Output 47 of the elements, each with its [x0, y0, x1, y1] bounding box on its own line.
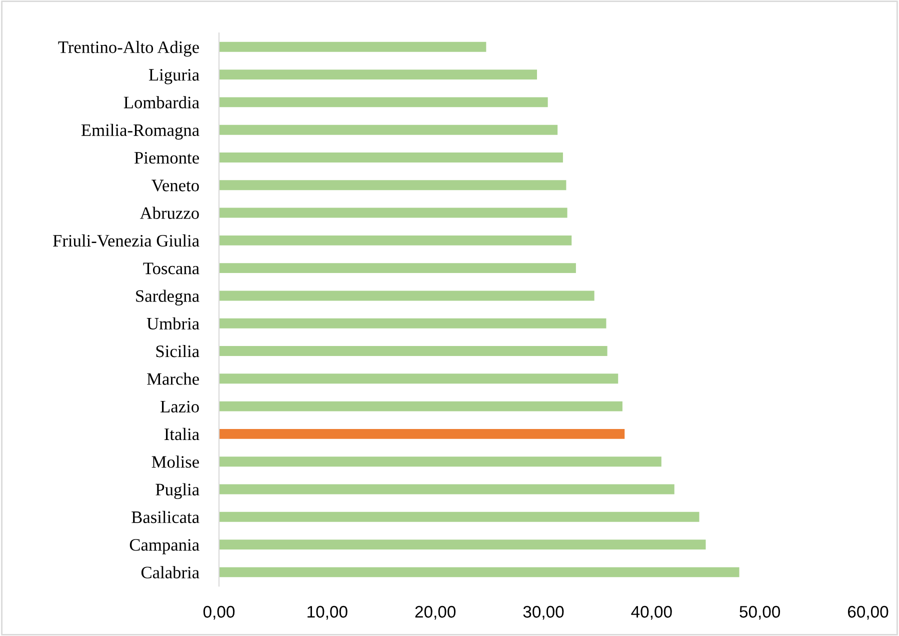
x-tick-label: 20,00: [415, 606, 456, 620]
bar: [218, 42, 486, 52]
bar: [218, 290, 594, 301]
y-tick-label: Umbria: [146, 317, 200, 330]
y-tick-label: Emilia-Romagna: [81, 124, 200, 140]
bar: [218, 346, 608, 356]
bar: [218, 374, 618, 384]
y-tick-label: Piemonte: [134, 152, 199, 164]
y-tick-label: Lazio: [160, 400, 199, 412]
bar: [218, 540, 706, 550]
x-tick-label: 40,00: [631, 606, 672, 620]
y-tick-label: Veneto: [152, 180, 199, 192]
bar: [218, 97, 548, 108]
bar: [218, 428, 625, 439]
y-tick-label: Trentino-Alto Adige: [58, 40, 199, 57]
bar: [218, 208, 568, 218]
x-tick-label: 10,00: [308, 606, 348, 620]
y-tick-label: Lombardia: [124, 96, 200, 108]
x-tick-label: 50,00: [740, 606, 780, 620]
bar: [218, 152, 563, 162]
y-tick-label: Calabria: [141, 566, 200, 578]
x-tick-label: 0,00: [203, 606, 235, 620]
y-tick-label: Sardegna: [136, 290, 200, 306]
y-tick-label: Campania: [130, 539, 200, 554]
y-tick-label: Friuli-Venezia Giulia: [53, 234, 200, 247]
bar: [218, 512, 700, 522]
y-tick-label: Puglia: [156, 483, 200, 500]
bar: [218, 263, 576, 274]
bar: [218, 70, 537, 80]
y-tick-label: Abruzzo: [140, 206, 199, 219]
bar: [218, 180, 566, 190]
bar: [218, 235, 572, 246]
bar: [218, 456, 662, 467]
bar: [218, 318, 606, 328]
bar: [218, 484, 674, 494]
y-tick-label: Liguria: [148, 69, 200, 84]
y-tick-label: Molise: [152, 456, 199, 468]
x-tick-label: 30,00: [523, 606, 564, 620]
x-tick-label: 60,00: [848, 606, 888, 620]
y-tick-label: Italia: [164, 428, 200, 440]
y-tick-label: Basilicata: [132, 510, 200, 524]
y-tick-label: Toscana: [143, 262, 200, 274]
y-tick-label: Marche: [147, 372, 199, 385]
bar: [218, 567, 740, 578]
y-tick-label: Sicilia: [156, 344, 200, 358]
bar: [218, 401, 622, 412]
bar: [218, 124, 558, 135]
